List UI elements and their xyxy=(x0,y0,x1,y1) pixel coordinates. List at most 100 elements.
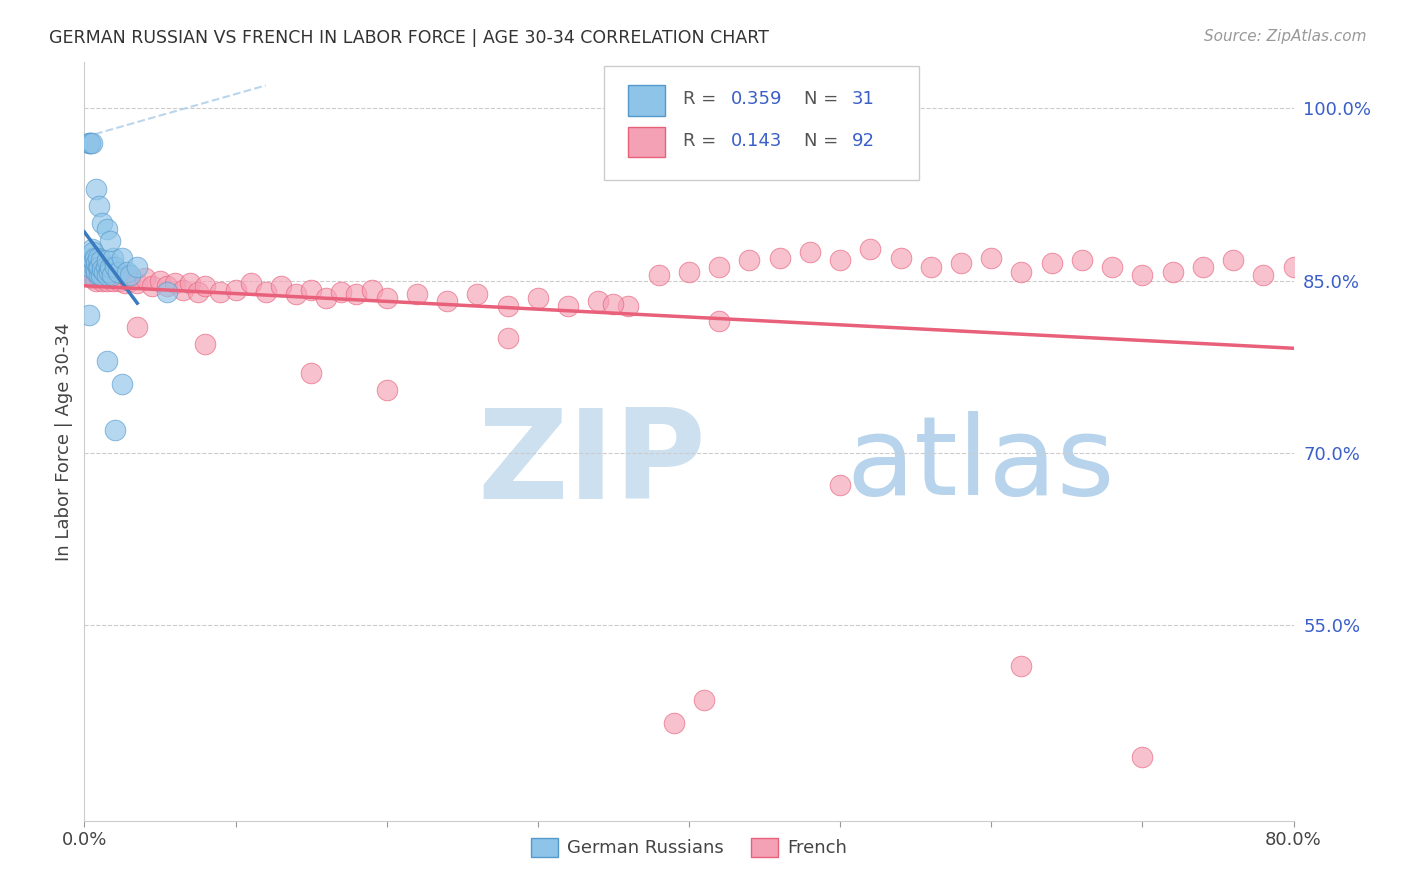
Text: R =: R = xyxy=(683,131,716,150)
Point xyxy=(96,267,118,281)
Point xyxy=(86,256,108,270)
Point xyxy=(79,136,101,150)
Point xyxy=(830,478,852,492)
Point xyxy=(101,274,124,288)
Point xyxy=(104,260,127,274)
Text: 0.143: 0.143 xyxy=(731,131,783,150)
Text: atlas: atlas xyxy=(846,411,1115,517)
Point xyxy=(194,337,217,351)
Point xyxy=(86,267,108,281)
Point xyxy=(127,260,149,274)
Point xyxy=(80,271,103,285)
Point xyxy=(89,271,111,285)
Point xyxy=(1222,253,1244,268)
Point xyxy=(104,423,127,437)
Point xyxy=(84,271,107,285)
Bar xyxy=(628,86,665,116)
FancyBboxPatch shape xyxy=(605,66,918,180)
Point xyxy=(98,234,121,248)
Point xyxy=(980,251,1002,265)
Text: R =: R = xyxy=(683,90,716,108)
Point xyxy=(79,136,101,150)
Point xyxy=(156,279,179,293)
Text: 92: 92 xyxy=(852,131,875,150)
Point xyxy=(738,253,761,268)
Point xyxy=(86,274,108,288)
Point xyxy=(100,268,122,282)
Point xyxy=(1011,658,1033,673)
Point xyxy=(96,354,118,368)
Point xyxy=(77,268,100,282)
Point xyxy=(299,366,322,380)
Point xyxy=(1253,268,1275,282)
Point xyxy=(118,274,141,288)
Point xyxy=(920,260,942,274)
Point xyxy=(830,253,852,268)
Point xyxy=(94,271,117,285)
Point xyxy=(93,264,115,278)
Point xyxy=(86,182,108,196)
Point xyxy=(709,260,731,274)
Point xyxy=(225,283,247,297)
Point xyxy=(111,271,134,285)
Point xyxy=(141,279,163,293)
Point xyxy=(315,291,337,305)
Point xyxy=(101,251,124,265)
Point xyxy=(84,262,107,277)
Point xyxy=(104,264,127,278)
Point xyxy=(98,260,121,274)
Point xyxy=(693,693,716,707)
Point xyxy=(406,287,429,301)
Point xyxy=(87,251,110,265)
Text: N =: N = xyxy=(804,90,838,108)
Point xyxy=(77,308,100,322)
Text: 0.359: 0.359 xyxy=(731,90,783,108)
Point xyxy=(209,285,232,300)
Point xyxy=(97,269,120,284)
Text: Source: ZipAtlas.com: Source: ZipAtlas.com xyxy=(1204,29,1367,44)
Point xyxy=(80,251,103,265)
Point xyxy=(648,268,671,282)
Point xyxy=(111,251,134,265)
Point xyxy=(662,716,685,731)
Point xyxy=(678,264,700,278)
Point xyxy=(557,299,579,313)
Point xyxy=(91,274,114,288)
Point xyxy=(467,287,489,301)
Point xyxy=(108,274,131,288)
Point xyxy=(89,268,111,282)
Point xyxy=(436,294,458,309)
Point xyxy=(77,136,100,150)
Point xyxy=(87,269,110,284)
Point xyxy=(90,253,112,268)
Point xyxy=(1101,260,1123,274)
Point xyxy=(93,264,115,278)
Point xyxy=(375,291,398,305)
Point xyxy=(156,285,179,300)
Text: N =: N = xyxy=(804,131,838,150)
Point xyxy=(172,283,194,297)
Point xyxy=(115,264,138,278)
Point xyxy=(96,253,118,268)
Point xyxy=(79,264,101,278)
Point xyxy=(617,299,640,313)
Point xyxy=(115,269,138,284)
Point xyxy=(1130,268,1153,282)
Text: ZIP: ZIP xyxy=(478,404,707,524)
Point xyxy=(149,274,172,288)
Point xyxy=(107,264,129,278)
Point xyxy=(602,296,624,310)
Point xyxy=(82,268,104,282)
Point xyxy=(270,279,292,293)
Point xyxy=(375,383,398,397)
Point xyxy=(86,264,108,278)
Point xyxy=(187,285,209,300)
Point xyxy=(360,283,382,297)
Point xyxy=(80,136,103,150)
Point xyxy=(1130,750,1153,764)
Point xyxy=(96,268,118,282)
Point xyxy=(80,242,103,256)
Point xyxy=(82,253,104,268)
Point xyxy=(254,285,277,300)
Point xyxy=(89,199,111,213)
